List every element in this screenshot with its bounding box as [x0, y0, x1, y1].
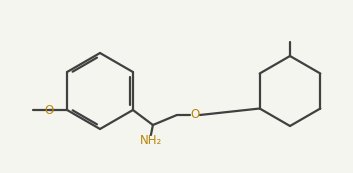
Text: O: O	[190, 108, 199, 121]
Text: NH₂: NH₂	[140, 134, 162, 148]
Text: O: O	[44, 103, 54, 116]
